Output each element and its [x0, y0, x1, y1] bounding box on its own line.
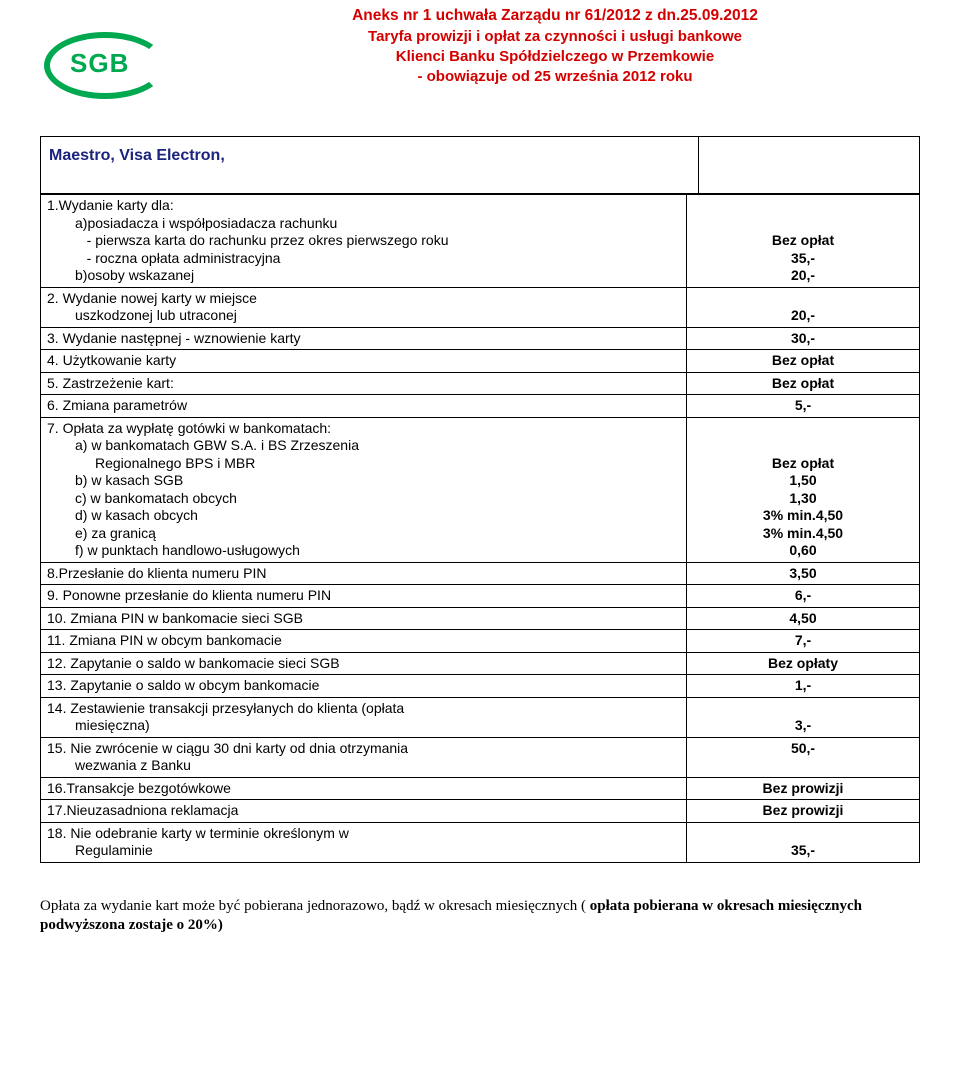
row-label: 7. Opłata za wypłatę gotówki w bankomata…	[41, 417, 687, 562]
row-label: 11. Zmiana PIN w obcym bankomacie	[41, 630, 687, 653]
row-label: 8.Przesłanie do klienta numeru PIN	[41, 562, 687, 585]
row-label: 17.Nieuzasadniona reklamacja	[41, 800, 687, 823]
header-line-2: Taryfa prowizji i opłat za czynności i u…	[190, 27, 920, 47]
page-root: SGB Aneks nr 1 uchwała Zarządu nr 61/201…	[0, 0, 960, 956]
table-row: 18. Nie odebranie karty w terminie okreś…	[41, 822, 920, 862]
row-label: 4. Użytkowanie karty	[41, 350, 687, 373]
row-label: 18. Nie odebranie karty w terminie okreś…	[41, 822, 687, 862]
table-row: 2. Wydanie nowej karty w miejsceuszkodzo…	[41, 287, 920, 327]
section-title-row: Maestro, Visa Electron,	[40, 136, 920, 194]
table-row: 15. Nie zwrócenie w ciągu 30 dni karty o…	[41, 737, 920, 777]
table-row: 13. Zapytanie o saldo w obcym bankomacie…	[41, 675, 920, 698]
section-title: Maestro, Visa Electron,	[41, 137, 699, 193]
table-row: 3. Wydanie następnej - wznowienie karty3…	[41, 327, 920, 350]
row-value: 4,50	[687, 607, 920, 630]
row-label: 13. Zapytanie o saldo w obcym bankomacie	[41, 675, 687, 698]
row-value: 35,-	[687, 822, 920, 862]
sgb-logo: SGB	[40, 26, 170, 96]
table-row: 14. Zestawienie transakcji przesyłanych …	[41, 697, 920, 737]
row-value: 7,-	[687, 630, 920, 653]
logo-block: SGB	[40, 6, 190, 96]
table-row: 12. Zapytanie o saldo w bankomacie sieci…	[41, 652, 920, 675]
row-label: 5. Zastrzeżenie kart:	[41, 372, 687, 395]
table-row: 17.Nieuzasadniona reklamacjaBez prowizji	[41, 800, 920, 823]
row-value: 5,-	[687, 395, 920, 418]
row-value: Bez opłat	[687, 372, 920, 395]
row-value: 1,-	[687, 675, 920, 698]
row-value: Bez prowizji	[687, 777, 920, 800]
row-value: Bez prowizji	[687, 800, 920, 823]
row-label: 9. Ponowne przesłanie do klienta numeru …	[41, 585, 687, 608]
table-row: 9. Ponowne przesłanie do klienta numeru …	[41, 585, 920, 608]
footnote: Opłata za wydanie kart może być pobieran…	[40, 897, 920, 936]
row-value: 50,-	[687, 737, 920, 777]
header-title-block: Aneks nr 1 uchwała Zarządu nr 61/2012 z …	[190, 6, 920, 88]
footnote-pre: Opłata za wydanie kart może być pobieran…	[40, 898, 590, 914]
fee-table: 1.Wydanie karty dla:a)posiadacza i współ…	[40, 194, 920, 863]
table-row: 8.Przesłanie do klienta numeru PIN3,50	[41, 562, 920, 585]
row-label: 1.Wydanie karty dla:a)posiadacza i współ…	[41, 195, 687, 288]
row-value: Bez opłaty	[687, 652, 920, 675]
header-line-4: - obowiązuje od 25 września 2012 roku	[190, 67, 920, 87]
table-row: 11. Zmiana PIN w obcym bankomacie7,-	[41, 630, 920, 653]
row-label: 16.Transakcje bezgotówkowe	[41, 777, 687, 800]
row-label: 12. Zapytanie o saldo w bankomacie sieci…	[41, 652, 687, 675]
row-value: 6,-	[687, 585, 920, 608]
row-label: 3. Wydanie następnej - wznowienie karty	[41, 327, 687, 350]
row-label: 2. Wydanie nowej karty w miejsceuszkodzo…	[41, 287, 687, 327]
logo-brand-text: SGB	[70, 48, 129, 79]
section-title-value-empty	[699, 137, 919, 193]
table-row: 4. Użytkowanie kartyBez opłat	[41, 350, 920, 373]
table-row: 1.Wydanie karty dla:a)posiadacza i współ…	[41, 195, 920, 288]
row-value: Bez opłat35,-20,-	[687, 195, 920, 288]
table-row: 6. Zmiana parametrów5,-	[41, 395, 920, 418]
header-line-1: Aneks nr 1 uchwała Zarządu nr 61/2012 z …	[190, 6, 920, 27]
table-row: 10. Zmiana PIN w bankomacie sieci SGB4,5…	[41, 607, 920, 630]
row-value: Bez opłat1,501,303% min.4,503% min.4,500…	[687, 417, 920, 562]
table-row: 5. Zastrzeżenie kart:Bez opłat	[41, 372, 920, 395]
row-label: 10. Zmiana PIN w bankomacie sieci SGB	[41, 607, 687, 630]
row-value: 20,-	[687, 287, 920, 327]
page-header: SGB Aneks nr 1 uchwała Zarządu nr 61/201…	[40, 6, 920, 96]
header-line-3: Klienci Banku Spółdzielczego w Przemkowi…	[190, 47, 920, 67]
row-label: 6. Zmiana parametrów	[41, 395, 687, 418]
row-value: 3,50	[687, 562, 920, 585]
table-row: 7. Opłata za wypłatę gotówki w bankomata…	[41, 417, 920, 562]
row-value: Bez opłat	[687, 350, 920, 373]
row-label: 14. Zestawienie transakcji przesyłanych …	[41, 697, 687, 737]
table-row: 16.Transakcje bezgotówkoweBez prowizji	[41, 777, 920, 800]
row-value: 3,-	[687, 697, 920, 737]
row-value: 30,-	[687, 327, 920, 350]
row-label: 15. Nie zwrócenie w ciągu 30 dni karty o…	[41, 737, 687, 777]
